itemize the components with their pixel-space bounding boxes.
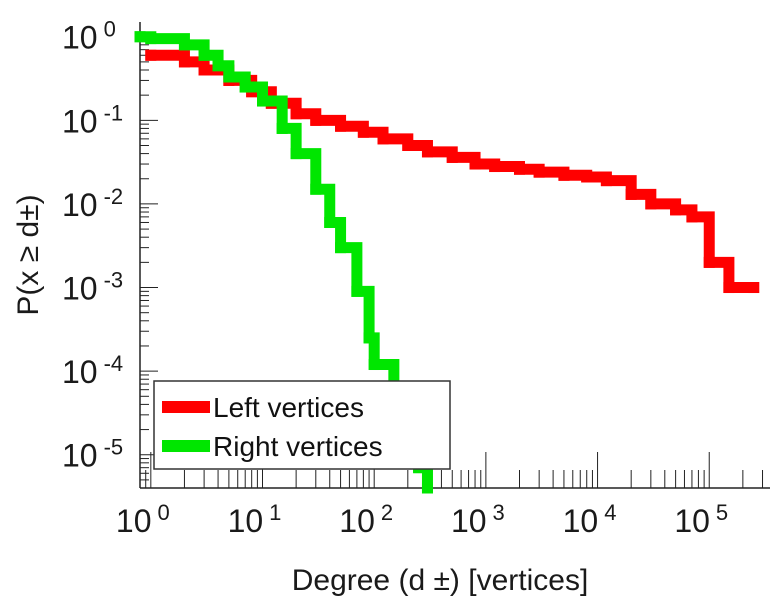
data-point-left-vertices bbox=[377, 133, 389, 145]
legend: Left vertices Right vertices bbox=[153, 380, 451, 470]
data-point-right-vertices bbox=[276, 122, 288, 134]
data-point-left-vertices bbox=[625, 188, 637, 200]
data-point-left-vertices bbox=[446, 151, 458, 163]
data-point-left-vertices bbox=[533, 166, 545, 178]
data-point-left-vertices bbox=[357, 126, 369, 138]
data-point-right-vertices bbox=[134, 31, 146, 43]
data-point-left-vertices bbox=[686, 211, 698, 223]
legend-box bbox=[153, 380, 451, 470]
data-point-left-vertices bbox=[558, 169, 570, 181]
data-point-left-vertices bbox=[645, 198, 657, 210]
data-point-left-vertices bbox=[290, 108, 302, 120]
data-point-left-vertices bbox=[670, 204, 682, 216]
data-point-left-vertices bbox=[402, 139, 414, 151]
data-point-right-vertices bbox=[239, 81, 251, 93]
y-tick-label: 10 -1 bbox=[62, 100, 123, 139]
axes-frame bbox=[139, 22, 770, 489]
data-point-left-vertices bbox=[198, 64, 210, 76]
data-point-right-vertices bbox=[363, 332, 375, 344]
x-tick-labels: 10 0 10 1 10 2 10 3 10 4 10 5 bbox=[116, 500, 728, 539]
data-point-left-vertices bbox=[489, 161, 501, 173]
data-point-left-vertices bbox=[600, 175, 612, 187]
x-tick-label: 10 0 bbox=[116, 500, 170, 539]
data-point-left-vertices bbox=[723, 282, 735, 294]
data-point-left-vertices bbox=[145, 49, 157, 61]
x-tick-label: 10 1 bbox=[228, 500, 282, 539]
data-point-right-vertices bbox=[178, 39, 190, 51]
data-point-right-vertices bbox=[368, 359, 380, 371]
data-point-left-vertices bbox=[748, 282, 760, 294]
x-tick-label: 10 2 bbox=[339, 500, 393, 539]
data-point-left-vertices bbox=[703, 256, 715, 268]
data-point-right-vertices bbox=[421, 482, 433, 494]
data-point-right-vertices bbox=[145, 33, 157, 45]
data-point-left-vertices bbox=[469, 158, 481, 170]
data-point-right-vertices bbox=[324, 216, 336, 228]
data-point-right-vertices bbox=[223, 71, 235, 83]
y-tick-label: 10 -2 bbox=[62, 184, 123, 223]
data-point-left-vertices bbox=[513, 163, 525, 175]
x-axis-title: Degree (d ±) [vertices] bbox=[292, 564, 589, 597]
data-point-right-vertices bbox=[212, 60, 224, 72]
x-tick-label: 10 4 bbox=[563, 500, 617, 539]
y-tick-label: 10 -4 bbox=[62, 351, 123, 390]
data-point-right-vertices bbox=[351, 285, 363, 297]
data-point-left-vertices bbox=[178, 56, 190, 68]
data-point-left-vertices bbox=[310, 114, 322, 126]
data-point-left-vertices bbox=[581, 171, 593, 183]
legend-label-right-vertices: Right vertices bbox=[213, 431, 383, 462]
data-point-right-vertices bbox=[257, 95, 269, 107]
legend-label-left-vertices: Left vertices bbox=[213, 392, 364, 423]
y-axis-title: P(x ≥ d±) bbox=[12, 194, 45, 315]
x-tick-label: 10 5 bbox=[674, 500, 728, 539]
data-point-left-vertices bbox=[335, 120, 347, 132]
data-point-right-vertices bbox=[310, 183, 322, 195]
data-point-right-vertices bbox=[198, 49, 210, 61]
x-tick-label: 10 3 bbox=[451, 500, 505, 539]
data-point-left-vertices bbox=[421, 146, 433, 158]
data-point-right-vertices bbox=[290, 148, 302, 160]
y-tick-label: 10 -5 bbox=[62, 435, 123, 474]
y-tick-label: 10 -3 bbox=[62, 268, 123, 307]
y-tick-label: 10 0 bbox=[62, 17, 116, 56]
data-point-right-vertices bbox=[335, 242, 347, 254]
